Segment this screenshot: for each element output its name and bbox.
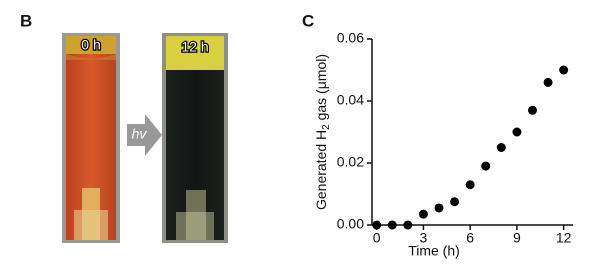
point	[559, 65, 569, 75]
point	[387, 220, 397, 230]
x-tick-label: 9	[513, 230, 521, 246]
point	[372, 220, 382, 230]
photo-label: 0 h	[81, 37, 100, 53]
point	[512, 127, 522, 137]
point	[481, 161, 491, 171]
photo-label: 12 h	[181, 39, 208, 55]
y-axis-label-part: Generated H	[313, 130, 329, 210]
panel-label: B	[20, 11, 32, 30]
y-tick-label: 0.06	[337, 30, 364, 46]
y-tick-label: 0.02	[337, 154, 364, 170]
photo	[62, 33, 120, 243]
photo	[162, 33, 228, 243]
panel-label: C	[302, 11, 314, 30]
point	[403, 220, 413, 230]
y-axis-label: Generated H2 gas (μmol)	[313, 54, 332, 210]
y-axis-label-sub: 2	[321, 124, 332, 130]
point	[527, 105, 537, 115]
point	[543, 77, 553, 87]
x-tick-label: 6	[466, 230, 474, 246]
point	[450, 197, 460, 207]
x-axis-label: Time (h)	[408, 243, 460, 259]
y-axis-label-part: gas (μmol)	[313, 54, 329, 124]
y-tick-label: 0.00	[337, 216, 364, 232]
point	[434, 203, 444, 213]
x-tick-label: 12	[556, 230, 572, 246]
arrow	[127, 114, 162, 156]
arrow-label: hv	[132, 126, 148, 142]
x-tick-label: 3	[420, 230, 428, 246]
y-tick-label: 0.04	[337, 92, 364, 108]
point	[465, 180, 475, 190]
x-tick-label: 0	[373, 230, 381, 246]
point	[418, 209, 428, 219]
point	[496, 143, 506, 152]
